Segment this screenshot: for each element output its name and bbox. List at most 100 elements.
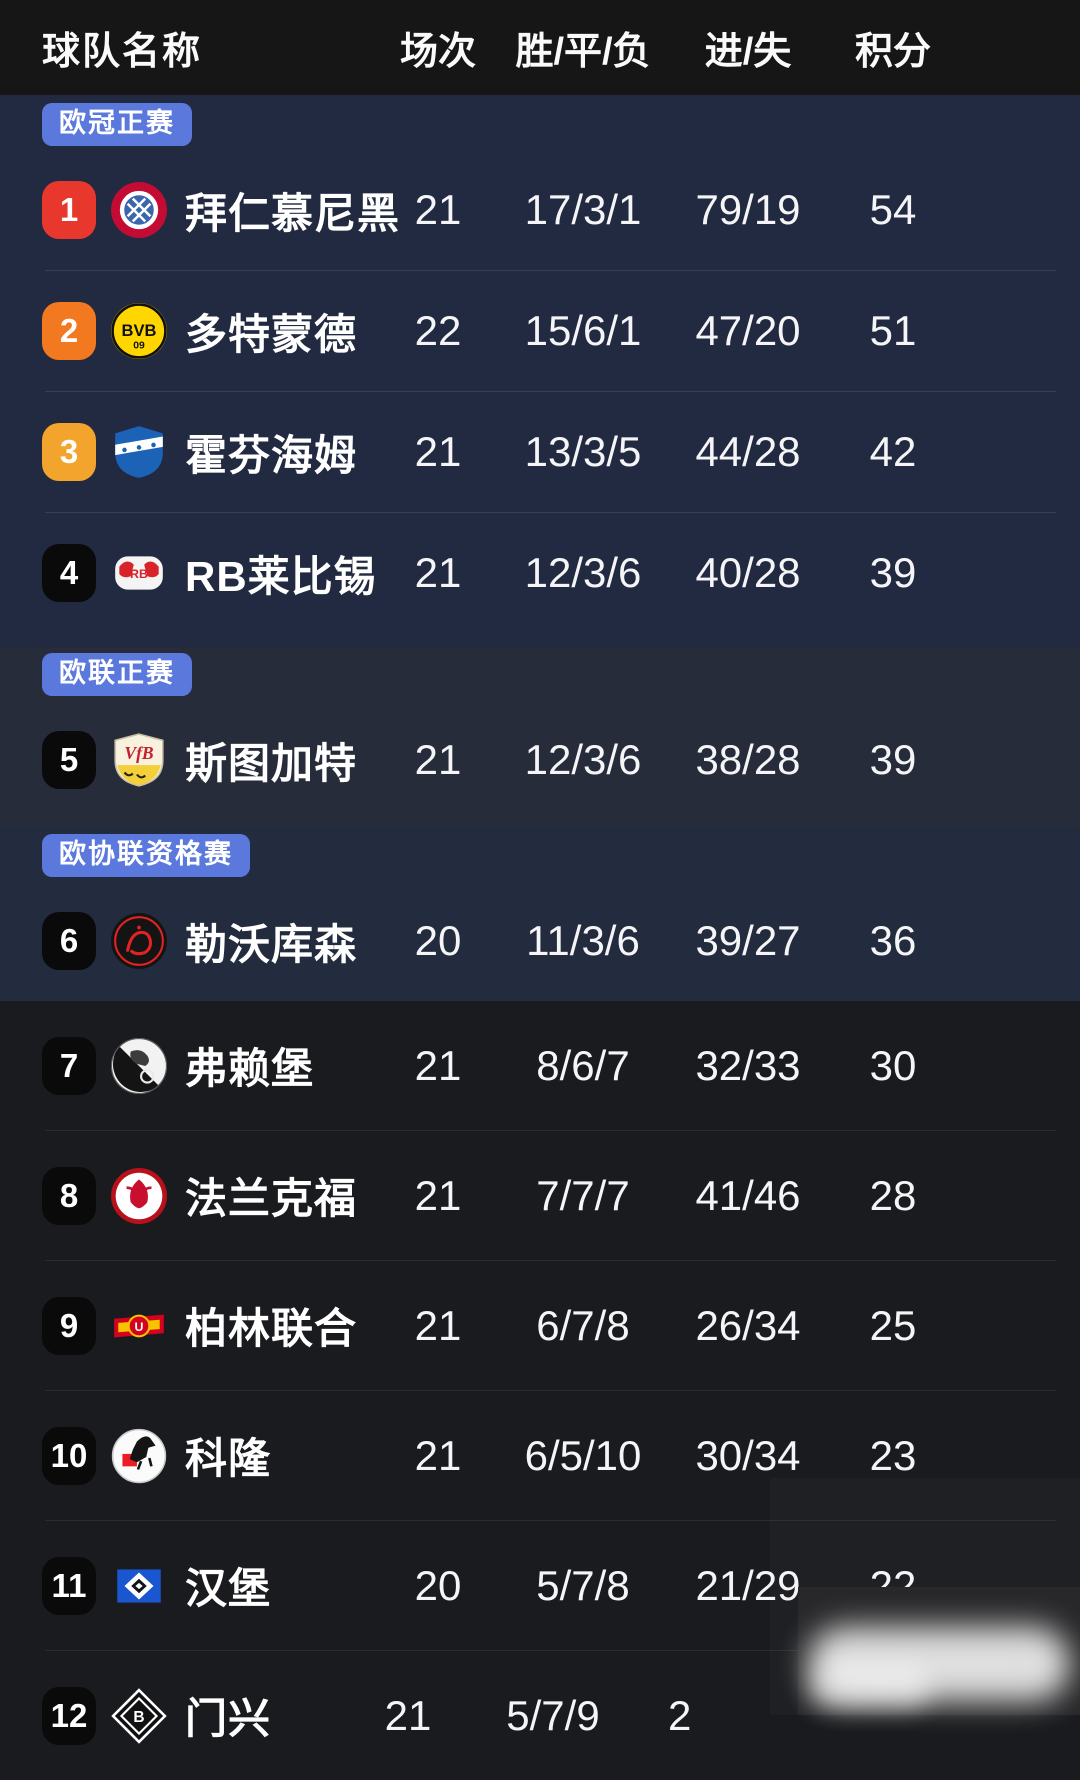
team-cell: 12 B 门兴: [0, 1685, 348, 1746]
column-header-team: 球队名称: [42, 31, 203, 73]
section-cl: 欧冠正赛 1 拜仁慕尼黑 21 17/3/1 79/19 54 2 BVB 09 多特蒙德 22 15/…: [0, 95, 1080, 647]
points-value: 51: [869, 307, 917, 354]
points-value: 42: [869, 428, 917, 475]
rank-badge: 10: [42, 1426, 96, 1485]
points-value: 23: [869, 1431, 917, 1479]
team-cell: 7 弗赖堡: [0, 1035, 378, 1096]
team-name: 弗赖堡: [185, 1045, 315, 1092]
column-header-played: 场次: [399, 31, 476, 73]
bayern-crest-icon: [110, 181, 168, 239]
row-divider: [45, 1260, 1056, 1261]
wdl-value: 13/3/5: [524, 428, 642, 475]
team-cell: 1 拜仁慕尼黑: [0, 180, 399, 241]
goals-value: 47/20: [695, 307, 801, 354]
team-cell: 11 汉堡: [0, 1555, 378, 1616]
played-value: 21: [414, 428, 462, 475]
row-divider: [45, 1520, 1056, 1521]
table-row[interactable]: 2 BVB 09 多特蒙德 22 15/6/1 47/20 51: [0, 271, 1080, 391]
row-divider: [45, 1130, 1056, 1131]
rank-badge: 5: [42, 731, 96, 789]
rank-badge: 3: [42, 423, 96, 481]
koln-crest-icon: [110, 1427, 168, 1485]
played-value: 20: [414, 1561, 462, 1609]
goals-value: 21/29: [695, 1561, 801, 1609]
dortmund-crest-icon: BVB 09: [110, 302, 168, 360]
team-cell: 10 科隆: [0, 1425, 378, 1486]
team-cell: 5 VfB 斯图加特: [0, 730, 378, 791]
goals-value: 39/27: [695, 917, 801, 964]
team-cell: 3 霍芬海姆: [0, 422, 378, 483]
column-header-goals: 进/失: [704, 31, 792, 73]
standings-table: 欧冠正赛 1 拜仁慕尼黑 21 17/3/1 79/19 54 2 BVB 09 多特蒙德 22 15/…: [0, 95, 1080, 1780]
played-value: 21: [414, 186, 462, 233]
played-value: 21: [414, 1171, 462, 1219]
column-header-wdl: 胜/平/负: [515, 31, 651, 73]
goals-value: 41/46: [695, 1171, 801, 1219]
table-row[interactable]: 5 VfB 斯图加特 21 12/3/6 38/28 39: [0, 700, 1080, 820]
wdl-value: 17/3/1: [524, 186, 642, 233]
team-name: 霍芬海姆: [185, 431, 358, 479]
wdl-value: 11/3/6: [526, 917, 640, 964]
played-value: 21: [384, 1691, 432, 1739]
table-row[interactable]: 10 科隆 21 6/5/10 30/34 23: [0, 1391, 1080, 1520]
team-cell: 4 RB RB莱比锡: [0, 543, 378, 604]
rank-badge: 2: [42, 302, 96, 360]
wdl-value: 12/3/6: [524, 549, 642, 596]
points-value: 39: [869, 549, 917, 596]
section-conf: 欧协联资格赛 6 勒沃库森 20 11/3/6 39/27 36: [0, 828, 1080, 1001]
table-row[interactable]: 11 汉堡 20 5/7/8 21/29 22: [0, 1521, 1080, 1650]
section-label-badge: 欧协联资格赛: [42, 834, 250, 877]
row-divider: [45, 512, 1056, 513]
played-value: 21: [414, 736, 462, 783]
points-value: 54: [869, 186, 917, 233]
rank-badge: 8: [42, 1166, 96, 1225]
played-value: 21: [414, 549, 462, 596]
points-value: 28: [869, 1171, 917, 1219]
goals-value: 40/28: [695, 549, 801, 596]
wdl-value: 15/6/1: [524, 307, 642, 354]
points-value: 39: [869, 736, 917, 783]
section-label-badge: 欧联正赛: [42, 653, 192, 696]
table-row[interactable]: 6 勒沃库森 20 11/3/6 39/27 36: [0, 881, 1080, 1001]
svg-text:VfB: VfB: [124, 743, 154, 763]
hoffenheim-crest-icon: [110, 423, 168, 481]
team-name: 法兰克福: [185, 1175, 358, 1222]
team-name: 科隆: [185, 1435, 272, 1482]
team-cell: 2 BVB 09 多特蒙德: [0, 301, 378, 362]
section-el: 欧联正赛 5 VfB 斯图加特 21 12/3/6 38/28 39: [0, 647, 1080, 828]
rank-badge: 4: [42, 544, 96, 602]
team-cell: 8 法兰克福: [0, 1165, 378, 1226]
rank-badge: 6: [42, 912, 96, 970]
goals-value: 30/34: [695, 1431, 801, 1479]
svg-text:B: B: [133, 1709, 144, 1726]
rank-badge: 12: [42, 1686, 96, 1745]
rank-badge: 9: [42, 1296, 96, 1355]
svg-text:RB: RB: [130, 567, 148, 581]
table-row[interactable]: 9 U 柏林联合 21 6/7/8 26/34 25: [0, 1261, 1080, 1390]
row-divider: [45, 1390, 1056, 1391]
played-value: 20: [414, 917, 462, 964]
wdl-value: 6/5/10: [524, 1431, 642, 1479]
team-name: 拜仁慕尼黑: [185, 189, 401, 237]
leverkusen-crest-icon: [110, 912, 168, 970]
svg-text:U: U: [135, 1320, 144, 1334]
freiburg-crest-icon: [110, 1037, 168, 1095]
table-row[interactable]: 1 拜仁慕尼黑 21 17/3/1 79/19 54: [0, 150, 1080, 270]
svg-text:BVB: BVB: [122, 321, 157, 340]
team-name: 斯图加特: [185, 739, 358, 787]
frankfurt-crest-icon: [110, 1167, 168, 1225]
goals-value: 79/19: [695, 186, 801, 233]
points-value: 25: [869, 1301, 917, 1349]
goals-value: 26/34: [695, 1301, 801, 1349]
rank-badge: 1: [42, 181, 96, 239]
svg-text:09: 09: [133, 341, 145, 352]
table-row[interactable]: 4 RB RB莱比锡 21 12/3/6 40/28 39: [0, 513, 1080, 633]
wdl-value: 7/7/7: [536, 1171, 630, 1219]
team-name: 汉堡: [185, 1565, 272, 1612]
table-row[interactable]: 8 法兰克福 21 7/7/7 41/46 28: [0, 1131, 1080, 1260]
table-row[interactable]: 7 弗赖堡 21 8/6/7 32/33 30: [0, 1001, 1080, 1130]
played-value: 21: [414, 1041, 462, 1089]
table-row[interactable]: 3 霍芬海姆 21 13/3/5 44/28 42: [0, 392, 1080, 512]
row-divider: [45, 1650, 1056, 1651]
wdl-value: 12/3/6: [524, 736, 642, 783]
